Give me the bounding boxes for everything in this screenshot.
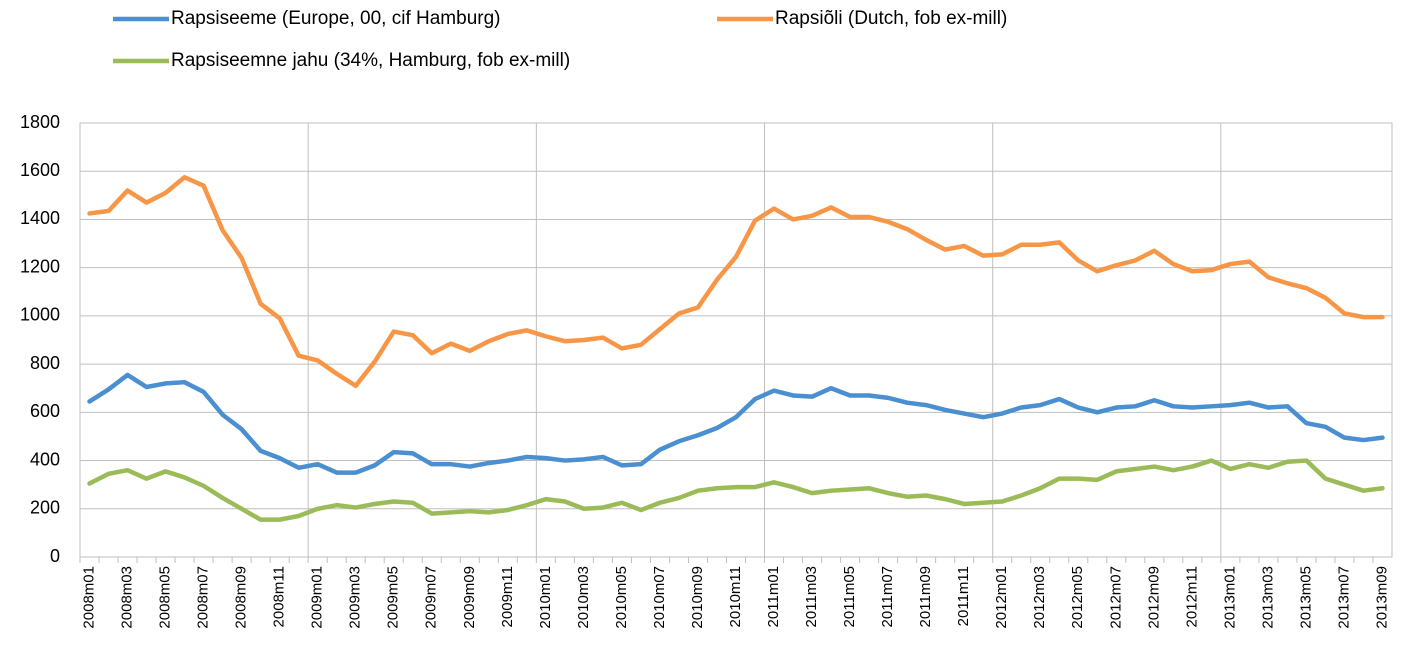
x-tick-label: 2012m05 (1069, 566, 1086, 629)
x-tick-label: 2008m01 (80, 566, 97, 629)
x-tick-label: 2010m03 (575, 566, 592, 629)
x-tick-label: 2012m09 (1145, 566, 1162, 629)
x-tick-label: 2013m03 (1259, 566, 1276, 629)
x-tick-label: 2008m03 (119, 566, 136, 629)
series-line (87, 175, 1385, 389)
x-tick-label: 2008m07 (195, 566, 212, 629)
legend-label: Rapsiseeme (Europe, 00, cif Hamburg) (171, 8, 500, 29)
x-tick-label: 2011m07 (879, 566, 896, 627)
x-tick-label: 2013m07 (1335, 566, 1352, 629)
x-tick-label: 2009m09 (461, 566, 478, 629)
x-tick-label: 2010m07 (651, 566, 668, 629)
x-tick-label: 2010m09 (689, 566, 706, 629)
x-tick-label: 2011m11 (955, 566, 972, 626)
x-tick-label: 2012m01 (993, 566, 1010, 629)
series-line (87, 372, 1385, 475)
x-tick-label: 2012m03 (1031, 566, 1048, 629)
y-tick-label: 200 (30, 498, 60, 518)
x-tick-label: 2008m11 (271, 566, 288, 627)
x-tick-label: 2009m03 (347, 566, 364, 629)
plot-area (79, 122, 1393, 558)
x-tick-label: 2011m05 (841, 566, 858, 627)
x-tick-label: 2010m01 (537, 566, 554, 629)
y-tick-label: 1000 (20, 305, 60, 325)
y-tick-label: 800 (30, 353, 60, 373)
x-tick-label: 2010m11 (727, 566, 744, 627)
y-tick-label: 1600 (20, 160, 60, 180)
y-tick-label: 400 (30, 449, 60, 469)
x-tick-label: 2012m11 (1183, 566, 1200, 627)
series-line (87, 458, 1385, 522)
x-tick-label: 2013m05 (1297, 566, 1314, 629)
x-tick-label: 2008m09 (233, 566, 250, 629)
y-tick-label: 1400 (20, 208, 60, 228)
x-tick-label: 2013m09 (1373, 566, 1390, 629)
legend-label: Rapsiõli (Dutch, fob ex-mill) (775, 8, 1007, 29)
x-tick-label: 2012m07 (1107, 566, 1124, 629)
legend-label: Rapsiseemne jahu (34%, Hamburg, fob ex-m… (171, 50, 570, 71)
x-tick-label: 2010m05 (613, 566, 630, 629)
y-tick-label: 1800 (20, 112, 60, 132)
y-tick-label: 1200 (20, 256, 60, 276)
x-tick-label: 2009m11 (499, 566, 516, 627)
x-tick-label: 2009m01 (309, 566, 326, 629)
x-tick-label: 2011m09 (917, 566, 934, 627)
x-tick-label: 2009m05 (385, 566, 402, 629)
y-tick-label: 600 (30, 401, 60, 421)
x-tick-label: 2011m01 (765, 566, 782, 627)
x-tick-label: 2008m05 (157, 566, 174, 629)
x-tick-label: 2009m07 (423, 566, 440, 629)
x-tick-label: 2011m03 (803, 566, 820, 627)
y-tick-label: 0 (50, 546, 60, 566)
x-tick-label: 2013m01 (1221, 566, 1238, 629)
